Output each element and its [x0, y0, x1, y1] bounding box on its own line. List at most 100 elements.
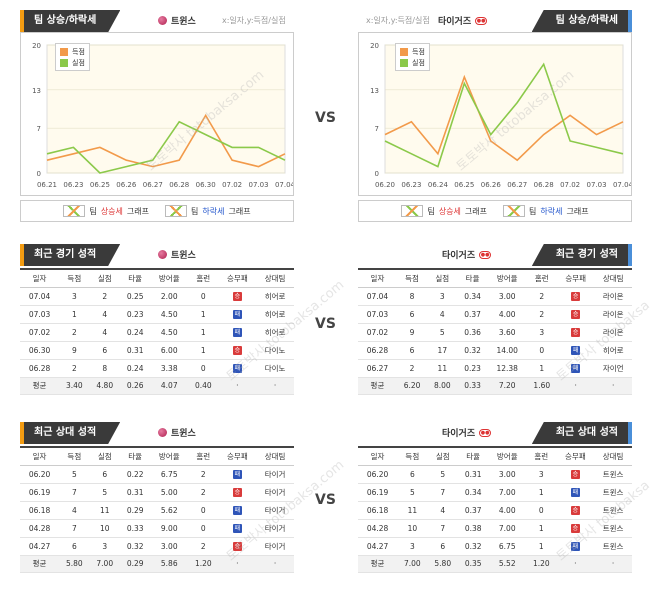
h2h-table: 일자 득점 실점 타율 방어율 홈런 승무패 상대팀 06.20 6 5 0.31 3.00 3 승 트윈스 0… [358, 448, 632, 573]
lose-badge-icon: 패 [232, 470, 242, 479]
table-cell: 0.33 [119, 519, 151, 538]
table-cell: · [256, 377, 294, 395]
table-cell: 0.23 [119, 305, 151, 324]
table-cell: 4 [89, 305, 120, 324]
right-recent-header: 타이거즈 ●● 최근 경기 성적 [358, 244, 632, 266]
y-tick-label: 20 [370, 42, 379, 50]
trend-tag: 팀 상승/하락세 [531, 10, 632, 32]
left-h2h-panel: 최근 상대 성적 트윈스 일자 득점 실점 타율 방어율 홈런 승무패 상대팀 06.20 5 6 0… [20, 422, 294, 582]
result-cell: 패 [556, 341, 595, 360]
table-row: 04.27 3 6 0.32 6.75 1 패 트윈스 [358, 537, 632, 556]
table-cell: 2 [89, 287, 120, 306]
table-cell: 11 [427, 359, 458, 378]
table-cell: 5 [427, 323, 458, 342]
table-cell: 1 [188, 323, 219, 342]
table-cell: 히어로 [256, 305, 294, 324]
right-recent-table: 일자 득점 실점 타율 방어율 홈런 승무패 상대팀 07.04 8 3 0.34 3.00 2 승 라이온 0… [358, 268, 632, 395]
down-graph-legend: 팀 하락세 그래프 [165, 205, 251, 217]
table-row: 06.18 4 11 0.29 5.62 0 패 타이거 [20, 501, 294, 520]
column-header: 타율 [457, 448, 489, 466]
table-cell: 라이온 [594, 323, 632, 342]
right-trend-header: x:일자,y:득점/실점 타이거즈 ●● 팀 상승/하락세 [358, 10, 632, 32]
lose-badge-icon: 패 [232, 524, 242, 533]
table-row: 07.02 2 4 0.24 4.50 1 패 히어로 [20, 323, 294, 342]
table-cell: 3.00 [150, 537, 189, 556]
table-cell: 트윈스 [594, 501, 632, 520]
table-cell: 6 [396, 305, 428, 324]
table-cell: 0.24 [119, 323, 151, 342]
table-cell: 3 [59, 287, 90, 306]
x-tick-label: 06.27 [143, 181, 163, 189]
result-cell: 패 [218, 305, 257, 324]
win-badge-icon: 승 [571, 310, 581, 319]
table-cell: 라이온 [594, 305, 632, 324]
tigers-logo-icon: ●● [475, 16, 488, 25]
table-cell: 11 [89, 501, 120, 520]
column-header: 방어율 [487, 270, 527, 288]
win-badge-icon: 승 [571, 328, 581, 337]
legend-allowed: 실점 [60, 57, 85, 68]
table-cell: 3 [89, 537, 120, 556]
table-cell: 1.20 [188, 555, 219, 573]
table-cell: 5 [427, 465, 458, 484]
lose-badge-icon: 패 [571, 364, 581, 373]
table-cell: 1.20 [526, 555, 557, 573]
table-cell: 2.00 [150, 287, 189, 306]
lose-badge-icon: 패 [232, 328, 242, 337]
table-cell: 06.18 [358, 501, 398, 520]
column-header: 상대팀 [256, 270, 294, 288]
y-tick-label: 13 [370, 87, 379, 95]
table-cell: 0.31 [119, 341, 151, 360]
table-cell: 6 [427, 537, 458, 556]
right-h2h-table: 일자 득점 실점 타율 방어율 홈런 승무패 상대팀 06.20 6 5 0.31 3.00 3 승 트윈스 0… [358, 446, 632, 573]
x-tick-label: 06.20 [375, 181, 395, 189]
table-header-row: 일자 득점 실점 타율 방어율 홈런 승무패 상대팀 [20, 270, 294, 288]
table-cell: 4.07 [150, 377, 189, 395]
win-badge-icon: 승 [232, 346, 242, 355]
table-cell: 0.23 [457, 359, 488, 378]
column-header: 승무패 [218, 270, 257, 288]
table-cell: 8 [396, 287, 428, 306]
column-header: 득점 [396, 270, 428, 288]
table-cell: 1 [526, 519, 557, 538]
table-row: 07.04 3 2 0.25 2.00 0 승 히어로 [20, 287, 294, 306]
table-cell: 1 [526, 359, 557, 378]
table-row: 06.20 5 6 0.22 6.75 2 패 타이거 [20, 465, 294, 484]
average-row: 평균 7.00 5.80 0.35 5.52 1.20 · · [358, 555, 632, 573]
column-header: 홈런 [188, 270, 219, 288]
table-cell: 0.32 [457, 537, 489, 556]
table-cell: 4.50 [150, 323, 189, 342]
win-badge-icon: 승 [232, 292, 242, 301]
table-cell: 2 [188, 465, 219, 484]
allowed-series-line [384, 62, 624, 168]
table-cell: 07.03 [20, 305, 60, 324]
table-cell: 5.80 [59, 555, 90, 573]
table-cell: 4 [427, 501, 458, 520]
table-cell: 11 [397, 501, 428, 520]
column-header: 일자 [358, 448, 398, 466]
lose-badge-icon: 패 [232, 310, 242, 319]
table-row: 06.20 6 5 0.31 3.00 3 승 트윈스 [358, 465, 632, 484]
result-cell: 승 [556, 323, 595, 342]
left-trend-footer: 팀 상승세 그래프 팀 하락세 그래프 [20, 200, 294, 222]
team-name: 타이거즈 ●● [438, 16, 488, 27]
column-header: 상대팀 [594, 448, 632, 466]
win-badge-icon: 승 [571, 292, 581, 301]
table-cell: 5.52 [488, 555, 527, 573]
table-cell: 1 [526, 537, 557, 556]
table-row: 06.27 2 11 0.23 12.38 1 패 자이언 [358, 359, 632, 378]
table-cell: 5.86 [150, 555, 189, 573]
vs-label-middle: VS [315, 316, 336, 332]
left-trend-panel: 팀 상승/하락세 트윈스 x:일자,y:득점/실점 0 7 13 20 06.21 06.… [20, 10, 296, 222]
result-cell: 패 [218, 323, 257, 342]
column-header: 방어율 [488, 448, 527, 466]
win-badge-icon: 승 [570, 524, 580, 533]
up-graph-legend: 팀 상승세 그래프 [63, 205, 149, 217]
table-cell: 5 [59, 465, 90, 484]
table-cell: 2 [59, 359, 90, 378]
win-badge-icon: 승 [570, 470, 580, 479]
table-cell: 4.80 [89, 377, 120, 395]
axis-note: x:일자,y:득점/실점 [222, 16, 286, 25]
table-row: 04.27 6 3 0.32 3.00 2 승 타이거 [20, 537, 294, 556]
table-cell: 7.00 [397, 555, 428, 573]
